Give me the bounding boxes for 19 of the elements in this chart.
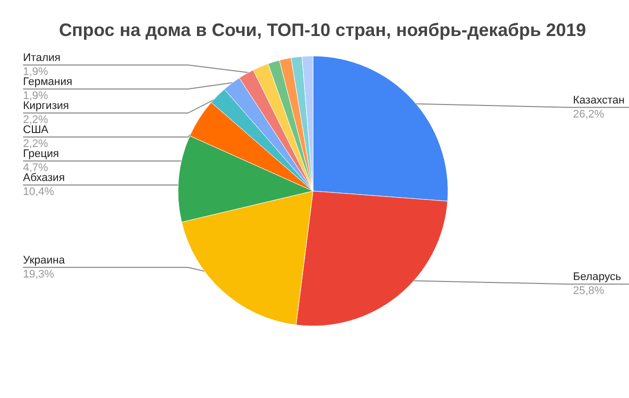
data-label: 25,8%	[573, 285, 604, 298]
slice-label: Германия	[23, 76, 72, 88]
slice-label: Греция	[23, 148, 60, 160]
slice-label: Абхазия	[23, 172, 65, 184]
data-label: 2,2%	[23, 138, 48, 150]
slice-label: Киргизия	[23, 100, 70, 112]
slice-label: Беларусь	[573, 271, 622, 284]
slice-label: США	[23, 124, 50, 136]
data-label: 26,2%	[573, 108, 604, 120]
data-label: 10,4%	[23, 186, 54, 198]
data-label: 1,9%	[23, 66, 48, 78]
data-label: 4,7%	[23, 162, 48, 174]
slice-label: Италия	[23, 52, 60, 64]
slice-label: Казахстан	[573, 94, 625, 106]
data-label: 2,2%	[23, 114, 48, 126]
data-label: 19,3%	[23, 268, 54, 280]
data-label: 1,9%	[23, 90, 48, 102]
chart-title: Спрос на дома в Сочи, ТОП-10 стран, ноябрь-декабрь 2019	[58, 20, 586, 40]
slice-label: Украина	[23, 254, 66, 266]
